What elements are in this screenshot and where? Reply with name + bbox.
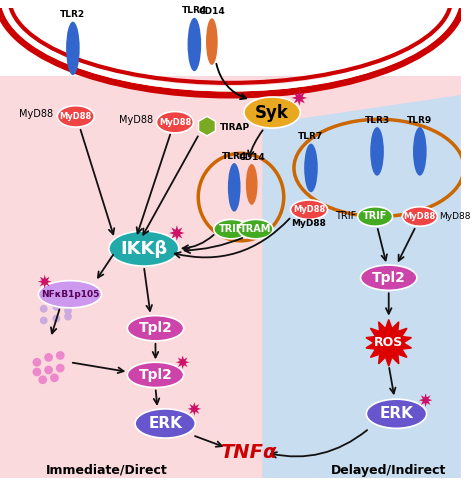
- Text: TRIF: TRIF: [219, 224, 244, 234]
- Polygon shape: [199, 116, 215, 136]
- Ellipse shape: [246, 164, 257, 205]
- Ellipse shape: [56, 351, 64, 360]
- Ellipse shape: [40, 305, 47, 313]
- Text: MyD88: MyD88: [292, 219, 327, 228]
- Ellipse shape: [64, 313, 72, 320]
- Text: TIRAP: TIRAP: [219, 122, 250, 132]
- Polygon shape: [188, 402, 201, 416]
- Ellipse shape: [135, 409, 195, 438]
- Text: IKKβ: IKKβ: [120, 240, 167, 257]
- Ellipse shape: [44, 366, 53, 375]
- Text: MyD88: MyD88: [293, 205, 325, 214]
- Text: NFκB1p105: NFκB1p105: [41, 290, 99, 299]
- Text: Immediate/Direct: Immediate/Direct: [46, 464, 168, 477]
- Ellipse shape: [291, 200, 328, 219]
- Text: TLR9: TLR9: [407, 116, 432, 125]
- Text: Delayed/Indirect: Delayed/Indirect: [331, 464, 447, 477]
- Ellipse shape: [413, 127, 427, 176]
- Ellipse shape: [44, 353, 53, 362]
- Ellipse shape: [366, 399, 427, 428]
- Text: TLR2: TLR2: [60, 10, 85, 19]
- Polygon shape: [292, 90, 307, 106]
- Polygon shape: [0, 8, 461, 478]
- Polygon shape: [366, 319, 411, 366]
- Polygon shape: [176, 355, 190, 369]
- Ellipse shape: [57, 106, 94, 127]
- Text: TLR4: TLR4: [221, 152, 247, 161]
- Ellipse shape: [357, 207, 392, 226]
- Ellipse shape: [206, 18, 218, 65]
- Text: Syk: Syk: [255, 104, 289, 121]
- Text: TRIF: TRIF: [363, 212, 387, 222]
- Ellipse shape: [33, 368, 41, 377]
- Text: TLR4: TLR4: [182, 6, 207, 15]
- Polygon shape: [0, 76, 461, 478]
- Text: MyD88: MyD88: [119, 115, 154, 125]
- Text: TRIF: TRIF: [336, 212, 356, 222]
- Ellipse shape: [109, 231, 179, 266]
- Ellipse shape: [53, 315, 60, 322]
- Text: MyD88: MyD88: [60, 112, 92, 121]
- Text: ERK: ERK: [380, 406, 413, 421]
- Ellipse shape: [128, 316, 183, 341]
- Text: ERK: ERK: [148, 416, 182, 431]
- Ellipse shape: [40, 317, 47, 324]
- Ellipse shape: [128, 362, 183, 388]
- Ellipse shape: [38, 281, 101, 308]
- Text: TNFα: TNFα: [219, 443, 276, 462]
- Ellipse shape: [361, 265, 417, 290]
- Ellipse shape: [33, 358, 41, 367]
- Ellipse shape: [238, 219, 273, 239]
- Ellipse shape: [50, 374, 59, 382]
- Ellipse shape: [53, 303, 60, 311]
- Polygon shape: [263, 95, 461, 478]
- Polygon shape: [169, 225, 185, 241]
- Text: CD14: CD14: [199, 7, 225, 16]
- Text: Tpl2: Tpl2: [138, 368, 173, 382]
- Text: MyD88: MyD88: [19, 109, 54, 120]
- Text: MyD88: MyD88: [159, 118, 191, 127]
- Text: ROS: ROS: [374, 336, 403, 349]
- Ellipse shape: [66, 22, 80, 75]
- Ellipse shape: [370, 127, 384, 176]
- Text: TLR7: TLR7: [298, 132, 324, 141]
- Ellipse shape: [244, 97, 301, 128]
- Ellipse shape: [402, 207, 438, 226]
- Text: TRAM: TRAM: [240, 224, 271, 234]
- Polygon shape: [419, 393, 432, 407]
- Ellipse shape: [64, 307, 72, 315]
- Text: MyD88: MyD88: [439, 212, 471, 221]
- Text: CD14: CD14: [238, 153, 265, 162]
- Text: Tpl2: Tpl2: [138, 321, 173, 335]
- Ellipse shape: [228, 163, 240, 212]
- Text: TLR3: TLR3: [365, 116, 390, 125]
- Ellipse shape: [56, 363, 64, 373]
- Text: Tpl2: Tpl2: [372, 271, 406, 285]
- Ellipse shape: [38, 376, 47, 384]
- Polygon shape: [38, 275, 52, 288]
- Ellipse shape: [188, 18, 201, 71]
- Ellipse shape: [156, 111, 193, 133]
- Ellipse shape: [304, 144, 318, 192]
- Text: MyD88: MyD88: [404, 212, 436, 221]
- Ellipse shape: [214, 219, 249, 239]
